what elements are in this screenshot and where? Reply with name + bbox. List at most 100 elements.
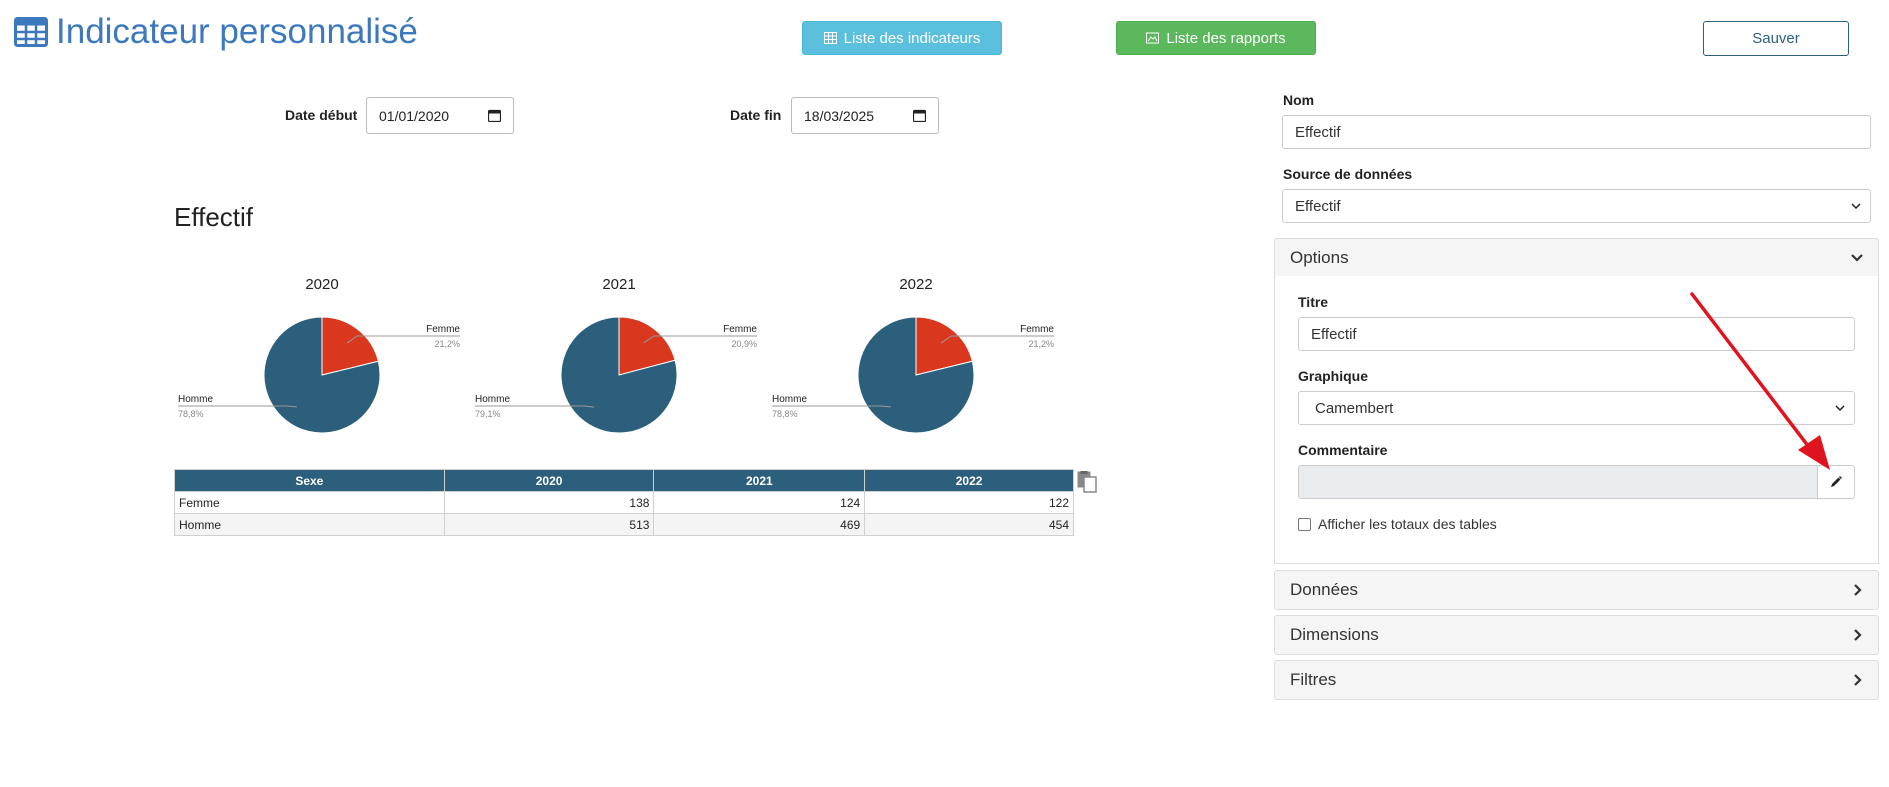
calendar-icon [488, 109, 501, 122]
chevron-right-icon [1854, 674, 1862, 686]
pie-slice-label: Homme [772, 394, 807, 405]
data-table: Sexe 2020 2021 2022 Femme 138 124 122 Ho… [174, 469, 1074, 536]
pie-slice-percent: 21,2% [434, 339, 460, 349]
data-source-select[interactable]: Effectif [1282, 189, 1871, 223]
chevron-down-icon [1835, 405, 1845, 412]
table-header: 2020 [443, 469, 655, 492]
title-input[interactable]: Effectif [1298, 317, 1855, 351]
chevron-down-icon [1851, 254, 1863, 262]
table-cell: 122 [864, 491, 1074, 514]
pie-slice-homme [263, 316, 381, 434]
name-input[interactable]: Effectif [1282, 115, 1871, 149]
page-title: Indicateur personnalisé [14, 12, 418, 52]
pie-slice-femme [618, 316, 676, 376]
data-source-value: Effectif [1295, 197, 1341, 215]
date-start-value: 01/01/2020 [379, 107, 450, 124]
chevron-right-icon [1854, 629, 1862, 641]
pie-leader-line [643, 335, 757, 344]
dimensions-header[interactable]: Dimensions [1275, 616, 1878, 654]
pie-slice-percent: 78,8% [772, 409, 798, 419]
list-reports-button[interactable]: Liste des rapports [1116, 21, 1316, 55]
list-reports-label: Liste des rapports [1166, 29, 1286, 47]
pie-slice-label: Femme [426, 324, 460, 335]
pie-year-label: 2022 [899, 276, 933, 293]
table-cell: Homme [174, 513, 445, 536]
comment-label: Commentaire [1298, 442, 1388, 458]
options-label: Options [1290, 248, 1349, 267]
table-cell: 513 [443, 513, 655, 536]
pencil-icon [1831, 476, 1842, 487]
date-start-label: Date début [285, 107, 358, 123]
table-header-row: Sexe 2020 2021 2022 [174, 469, 1074, 492]
pie-slice-percent: 21,2% [1028, 339, 1054, 349]
show-totals-checkbox[interactable] [1298, 518, 1311, 531]
pie-chart-2022: Femme 21,2% Homme 78,8% [772, 316, 1054, 434]
options-accordion[interactable]: Options [1274, 238, 1879, 278]
pie-slice-percent: 78,8% [178, 409, 204, 419]
list-indicators-button[interactable]: Liste des indicateurs [802, 21, 1002, 55]
options-header[interactable]: Options [1275, 239, 1878, 277]
chevron-down-icon [1851, 203, 1861, 210]
pie-slice-femme [321, 316, 379, 376]
pie-slice-label: Femme [723, 324, 757, 335]
page-title-text: Indicateur personnalisé [56, 12, 418, 51]
chevron-right-icon [1854, 584, 1862, 596]
pie-slice-percent: 20,9% [731, 339, 757, 349]
chart-title: Effectif [174, 202, 254, 232]
copy-icon[interactable] [1077, 471, 1099, 493]
name-label: Nom [1283, 92, 1315, 108]
pie-leader-line [772, 405, 891, 408]
pie-year-label: 2020 [305, 276, 339, 293]
chart-type-select[interactable]: Camembert [1298, 391, 1855, 425]
list-indicators-label: Liste des indicateurs [843, 29, 981, 47]
table-cell: Femme [174, 491, 445, 514]
calendar-icon [913, 109, 926, 122]
show-totals-label: Afficher les totaux des tables [1318, 516, 1497, 532]
dimensions-label: Dimensions [1290, 625, 1379, 644]
pie-leader-line [346, 335, 460, 344]
table-cell: 469 [653, 513, 866, 536]
date-end-input[interactable]: 18/03/2025 [791, 97, 939, 134]
pie-chart-2020: Femme 21,2% Homme 78,8% [178, 316, 460, 434]
edit-comment-button[interactable] [1817, 465, 1855, 499]
date-end-value: 18/03/2025 [804, 107, 875, 124]
pie-slice-label: Femme [1020, 324, 1054, 335]
dimensions-accordion[interactable]: Dimensions [1274, 615, 1879, 655]
save-button[interactable]: Sauver [1703, 21, 1849, 56]
pie-slice-femme [915, 316, 973, 376]
pie-slice-label: Homme [475, 394, 510, 405]
date-start-input[interactable]: 01/01/2020 [366, 97, 514, 134]
data-accordion[interactable]: Données [1274, 570, 1879, 610]
pie-year-label: 2021 [602, 276, 636, 293]
pie-leader-line [940, 335, 1054, 344]
pie-slice-homme [857, 316, 975, 434]
filters-header[interactable]: Filtres [1275, 661, 1878, 699]
table-icon [823, 32, 837, 44]
data-header[interactable]: Données [1275, 571, 1878, 609]
title-input-value: Effectif [1311, 325, 1357, 343]
filters-label: Filtres [1290, 670, 1337, 689]
chart-type-value: Camembert [1315, 399, 1394, 417]
data-source-label: Source de données [1283, 166, 1413, 182]
pie-slice-percent: 79,1% [475, 409, 501, 419]
pie-slice-homme [560, 316, 678, 434]
date-end-label: Date fin [730, 107, 782, 123]
image-icon [1146, 32, 1160, 44]
pie-leader-line [475, 405, 595, 408]
title-field-label: Titre [1298, 294, 1329, 310]
annotation-arrow-icon [1690, 292, 1830, 470]
table-icon [14, 17, 48, 47]
table-cell: 138 [443, 491, 655, 514]
pie-slice-label: Homme [178, 394, 213, 405]
chart-type-label: Graphique [1298, 368, 1369, 384]
table-row: Femme 138 124 122 [174, 491, 1074, 514]
pie-leader-line [178, 405, 297, 408]
filters-accordion[interactable]: Filtres [1274, 660, 1879, 700]
pie-chart-2021: Femme 20,9% Homme 79,1% [475, 316, 757, 434]
comment-input[interactable] [1298, 465, 1818, 499]
data-label: Données [1290, 580, 1359, 599]
table-header: 2021 [653, 469, 866, 492]
table-cell: 454 [864, 513, 1074, 536]
table-row: Homme 513 469 454 [174, 513, 1074, 536]
table-cell: 124 [653, 491, 866, 514]
